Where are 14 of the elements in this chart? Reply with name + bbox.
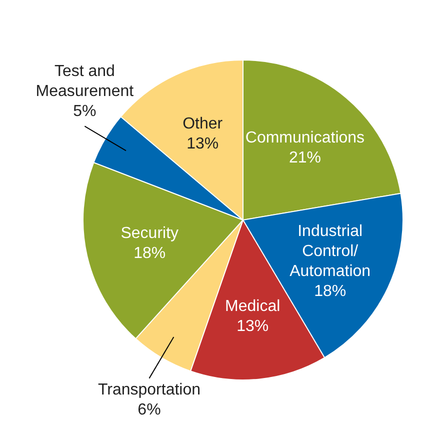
data-label: 18% — [134, 244, 166, 262]
slice-label: Test and Measurement — [36, 63, 134, 100]
slice-label: Industrial Control/ Automation — [290, 223, 371, 280]
data-label: 13% — [236, 318, 269, 336]
slice-label: Security — [120, 224, 179, 242]
data-label: 13% — [186, 136, 219, 153]
slice-label: Other — [182, 116, 224, 133]
data-label: 5% — [73, 103, 96, 120]
slice-label: Communications — [245, 129, 365, 146]
data-label: 18% — [314, 283, 346, 300]
slice-label: Medical — [225, 298, 280, 316]
data-label: 6% — [138, 401, 161, 418]
data-label: 21% — [288, 149, 321, 166]
slice-label: Transportation — [98, 381, 201, 398]
